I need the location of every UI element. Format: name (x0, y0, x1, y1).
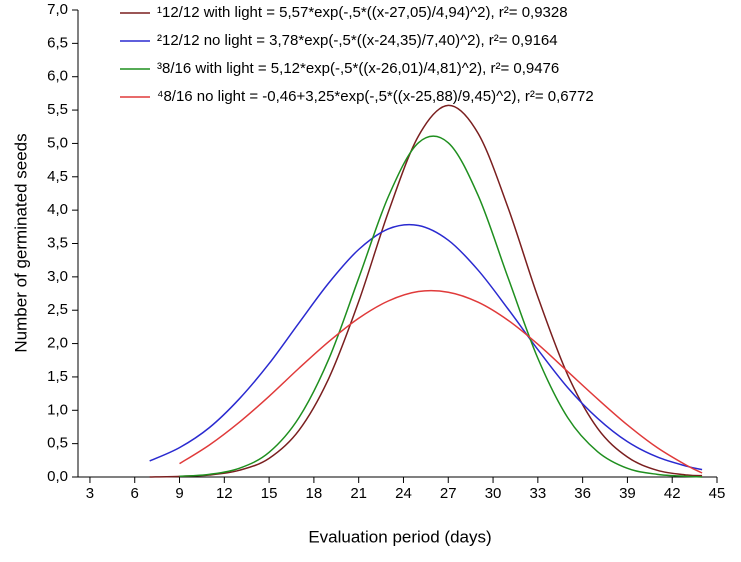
x-tick-label: 15 (261, 485, 278, 502)
x-tick-label: 21 (350, 485, 367, 502)
series-line (149, 104, 703, 478)
series-line (179, 135, 703, 478)
x-tick-label: 42 (664, 485, 681, 502)
y-tick-label: 4,0 (47, 201, 68, 218)
y-tick-label: 1,0 (47, 401, 68, 418)
y-tick-label: 3,5 (47, 234, 68, 251)
legend-label: ²12/12 no light = 3,78*exp(-,5*((x-24,35… (157, 32, 558, 49)
x-tick-label: 30 (485, 485, 502, 502)
y-tick-label: 0,5 (47, 435, 68, 452)
y-tick-label: 4,5 (47, 168, 68, 185)
legend-label: ³8/16 with light = 5,12*exp(-,5*((x-26,0… (157, 60, 559, 77)
x-axis-title: Evaluation period (days) (308, 527, 491, 546)
x-tick-label: 18 (306, 485, 323, 502)
y-tick-label: 5,5 (47, 101, 68, 118)
series-line (149, 223, 703, 471)
y-tick-label: 5,0 (47, 134, 68, 151)
x-tick-label: 6 (131, 485, 139, 502)
x-tick-label: 3 (86, 485, 94, 502)
y-tick-label: 6,0 (47, 68, 68, 85)
x-tick-label: 27 (440, 485, 457, 502)
y-tick-label: 6,5 (47, 34, 68, 51)
y-tick-label: 1,5 (47, 368, 68, 385)
x-tick-label: 24 (395, 485, 412, 502)
x-tick-label: 45 (709, 485, 726, 502)
y-tick-label: 3,0 (47, 268, 68, 285)
x-tick-label: 36 (574, 485, 591, 502)
y-tick-label: 2,0 (47, 335, 68, 352)
x-tick-label: 12 (216, 485, 233, 502)
y-tick-label: 2,5 (47, 301, 68, 318)
legend-label: ⁴8/16 no light = -0,46+3,25*exp(-,5*((x-… (157, 88, 594, 105)
x-tick-label: 39 (619, 485, 636, 502)
x-tick-label: 9 (175, 485, 183, 502)
y-tick-label: 0,0 (47, 468, 68, 485)
y-tick-label: 7,0 (47, 1, 68, 18)
y-axis-title: Number of germinated seeds (11, 133, 30, 352)
series-line (179, 289, 703, 474)
legend-label: ¹12/12 with light = 5,57*exp(-,5*((x-27,… (157, 4, 568, 21)
x-tick-label: 33 (529, 485, 546, 502)
